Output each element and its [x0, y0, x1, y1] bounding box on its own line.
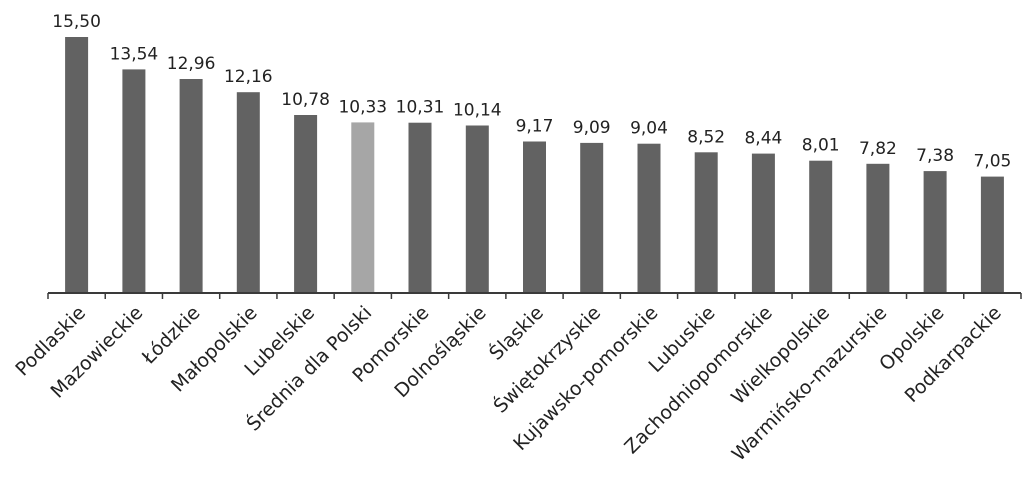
bars-group — [65, 37, 1004, 294]
value-label: 7,82 — [859, 139, 897, 159]
value-label: 12,16 — [224, 67, 273, 87]
bar — [809, 160, 833, 293]
bar — [294, 115, 318, 293]
value-label: 8,52 — [687, 127, 725, 147]
value-label: 10,78 — [281, 90, 330, 110]
value-label: 12,96 — [167, 54, 216, 74]
category-label: Wielkopolskie — [727, 302, 834, 409]
bar — [122, 69, 146, 294]
bar — [580, 142, 604, 293]
value-label: 10,31 — [396, 98, 445, 118]
bar — [980, 176, 1004, 293]
value-label: 10,33 — [338, 97, 387, 117]
value-label: 9,09 — [573, 118, 611, 138]
bar — [179, 79, 203, 293]
bar — [751, 153, 775, 293]
bar — [523, 141, 546, 293]
value-label: 7,38 — [916, 146, 954, 166]
bar — [866, 163, 890, 293]
value-labels-group: 15,50 13,54 12,96 12,16 10,78 10,33 10,31 10,14… — [52, 12, 1011, 172]
value-label: 8,44 — [744, 129, 782, 149]
value-label: 15,50 — [52, 12, 101, 32]
value-label: 9,04 — [630, 119, 668, 139]
value-label: 8,01 — [802, 136, 840, 156]
bar — [694, 152, 718, 293]
x-axis-ticks-group — [47, 293, 1022, 299]
bar — [65, 37, 89, 293]
bar — [637, 143, 661, 293]
bar — [236, 92, 260, 293]
bar — [923, 171, 947, 293]
category-labels-group: PodlaskieMazowieckieŁódzkieMałopolskieLu… — [11, 300, 1005, 465]
bar — [351, 122, 375, 294]
value-label: 9,17 — [516, 117, 554, 137]
bar — [408, 122, 432, 293]
value-label: 7,05 — [973, 152, 1011, 172]
value-label: 13,54 — [110, 44, 159, 64]
value-label: 10,14 — [453, 101, 502, 121]
bar — [465, 125, 489, 293]
